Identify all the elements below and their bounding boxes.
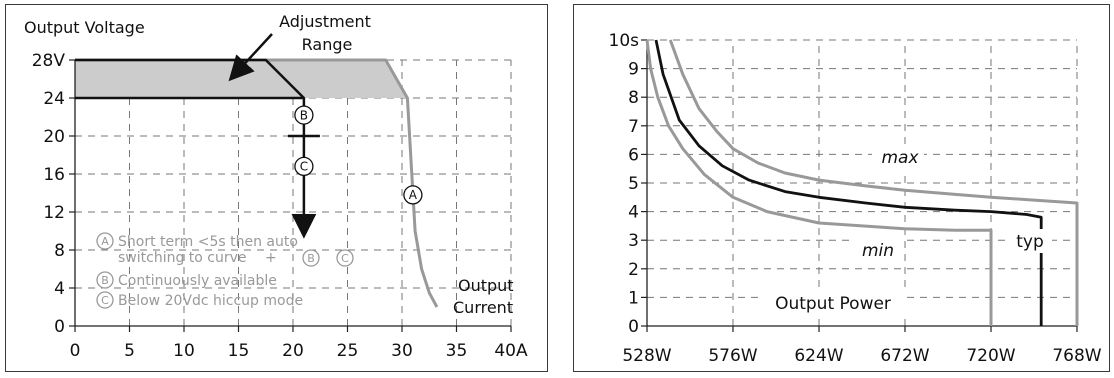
y-tick-label: 20 [43, 127, 65, 147]
legend-marker-a-label: A [101, 235, 109, 248]
x-tick-label: 720W [966, 346, 1015, 366]
y-tick-label: 8 [54, 241, 65, 261]
x-tick-label: 0 [70, 341, 81, 361]
marker-a-label: A [409, 188, 418, 202]
legend-inline-marker-b-circle [302, 249, 320, 267]
min-curve-line [645, 39, 993, 326]
legend-a-line2: switching to curve [118, 250, 247, 266]
legend-b-line1: Continuously available [118, 273, 277, 289]
y-axis-title: Output Voltage [24, 18, 145, 37]
x-tick-label: 30 [391, 341, 413, 361]
marker-b-label: B [300, 108, 308, 122]
y-tick-label: 8 [628, 88, 639, 108]
y-tick-label: 16 [43, 165, 65, 185]
x-tick-label: 25 [337, 341, 359, 361]
x-axis-title-bg [760, 290, 906, 316]
y-tick-label: 24 [43, 89, 65, 109]
adjustment-label-line2: Range [302, 35, 353, 54]
legend-inline-marker-b-label: B [307, 252, 315, 265]
x-tick-label: 576W [708, 346, 757, 366]
adjustment-label-line1: Adjustment [279, 12, 371, 31]
y-tick-label: 1 [628, 288, 639, 308]
y-tick-label: 5 [628, 174, 639, 194]
marker-b-circle [294, 105, 314, 125]
max-curve-line [668, 39, 1079, 326]
y-tick-label: 10s [609, 31, 640, 51]
legend-marker-c-label: C [101, 294, 109, 307]
adjustment-pointer-arrow [228, 33, 273, 82]
legend-marker-b-label: B [101, 274, 109, 287]
legend-inline-marker-c-circle [336, 249, 354, 267]
legend-marker-c-circle [96, 291, 114, 309]
y-tick-label: 12 [43, 203, 65, 223]
x-tick-label: 10 [173, 341, 195, 361]
legend-a-line1: Short term <5s then auto [118, 234, 298, 250]
x-tick-label: 35 [446, 341, 468, 361]
x-tick-label: 528W [622, 346, 671, 366]
y-tick-label: 6 [628, 145, 639, 165]
voltage-current-chart: 0 5 10 15 20 25 30 35 40A0481216202428VBCAOutput… [24, 12, 528, 361]
x-tick-label: 672W [880, 346, 929, 366]
legend-c-line1: Below 20Vdc hiccup mode [118, 293, 303, 309]
y-tick-label: 28V [32, 51, 66, 71]
legend-a-plus: + [265, 250, 277, 266]
x-tick-label: 20 [282, 341, 304, 361]
x-tick-label: 40A [494, 341, 528, 361]
legend-marker-b-circle [96, 271, 114, 289]
marker-a-circle [403, 185, 423, 205]
x-axis-title: Output Power [775, 294, 891, 314]
min-label-bg [850, 237, 904, 262]
typ-label-bg [1010, 229, 1052, 253]
y-tick-label: 7 [628, 117, 639, 137]
x-tick-label: 768W [1052, 346, 1101, 366]
legend-marker-a-circle [96, 232, 114, 250]
max-label-bg [872, 144, 924, 170]
marker-c-circle [294, 156, 314, 177]
y-tick-label: 0 [628, 317, 639, 337]
adjustment-boundary-line [75, 58, 306, 100]
x-tick-label: 624W [794, 346, 843, 366]
y-tick-label: 2 [628, 260, 639, 280]
y-tick-label: 3 [628, 231, 639, 251]
x-tick-label: 15 [228, 341, 250, 361]
typ-curve-line [654, 39, 1043, 326]
y-tick-label: 4 [54, 279, 65, 299]
x-axis-title-line1: Output [458, 276, 514, 295]
x-axis-title-line2: Current [453, 298, 513, 317]
marker-c-label: C [300, 160, 308, 174]
typ-series-label: typ [1016, 232, 1044, 252]
legend-inline-marker-c-label: C [341, 252, 349, 265]
y-tick-label: 4 [628, 203, 639, 223]
max-series-label: max [881, 148, 919, 168]
x-tick-label: 5 [124, 341, 135, 361]
time-power-chart: 528W 576W 624W 672W 720W 768W 0 1 2 3 4 5 6 7 8 9 10s max… [609, 31, 1102, 366]
y-tick-label: 0 [54, 317, 65, 337]
min-series-label: min [862, 241, 894, 261]
y-tick-label: 9 [628, 60, 639, 80]
